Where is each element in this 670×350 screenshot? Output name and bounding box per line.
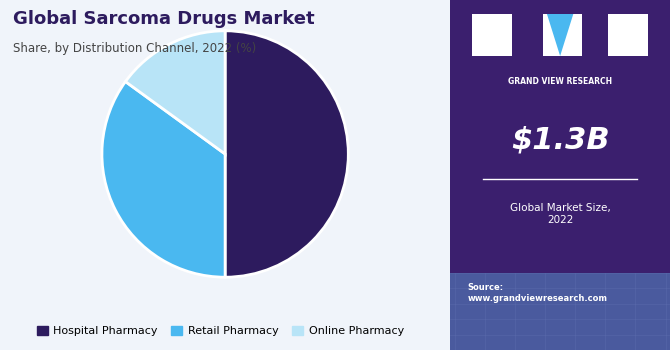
FancyBboxPatch shape xyxy=(450,0,670,350)
Wedge shape xyxy=(225,31,348,277)
FancyBboxPatch shape xyxy=(608,14,648,56)
Wedge shape xyxy=(125,31,225,154)
Legend: Hospital Pharmacy, Retail Pharmacy, Online Pharmacy: Hospital Pharmacy, Retail Pharmacy, Onli… xyxy=(32,322,409,341)
Text: Source:
www.grandviewresearch.com: Source: www.grandviewresearch.com xyxy=(468,284,608,303)
FancyBboxPatch shape xyxy=(472,14,512,56)
Polygon shape xyxy=(547,14,574,56)
Text: $1.3B: $1.3B xyxy=(511,126,610,154)
Text: Global Sarcoma Drugs Market: Global Sarcoma Drugs Market xyxy=(13,10,315,28)
Wedge shape xyxy=(102,82,225,277)
Text: GRAND VIEW RESEARCH: GRAND VIEW RESEARCH xyxy=(508,77,612,86)
Text: Global Market Size,
2022: Global Market Size, 2022 xyxy=(510,203,610,225)
Text: Share, by Distribution Channel, 2022 (%): Share, by Distribution Channel, 2022 (%) xyxy=(13,42,257,55)
FancyBboxPatch shape xyxy=(450,273,670,350)
FancyBboxPatch shape xyxy=(543,14,582,56)
